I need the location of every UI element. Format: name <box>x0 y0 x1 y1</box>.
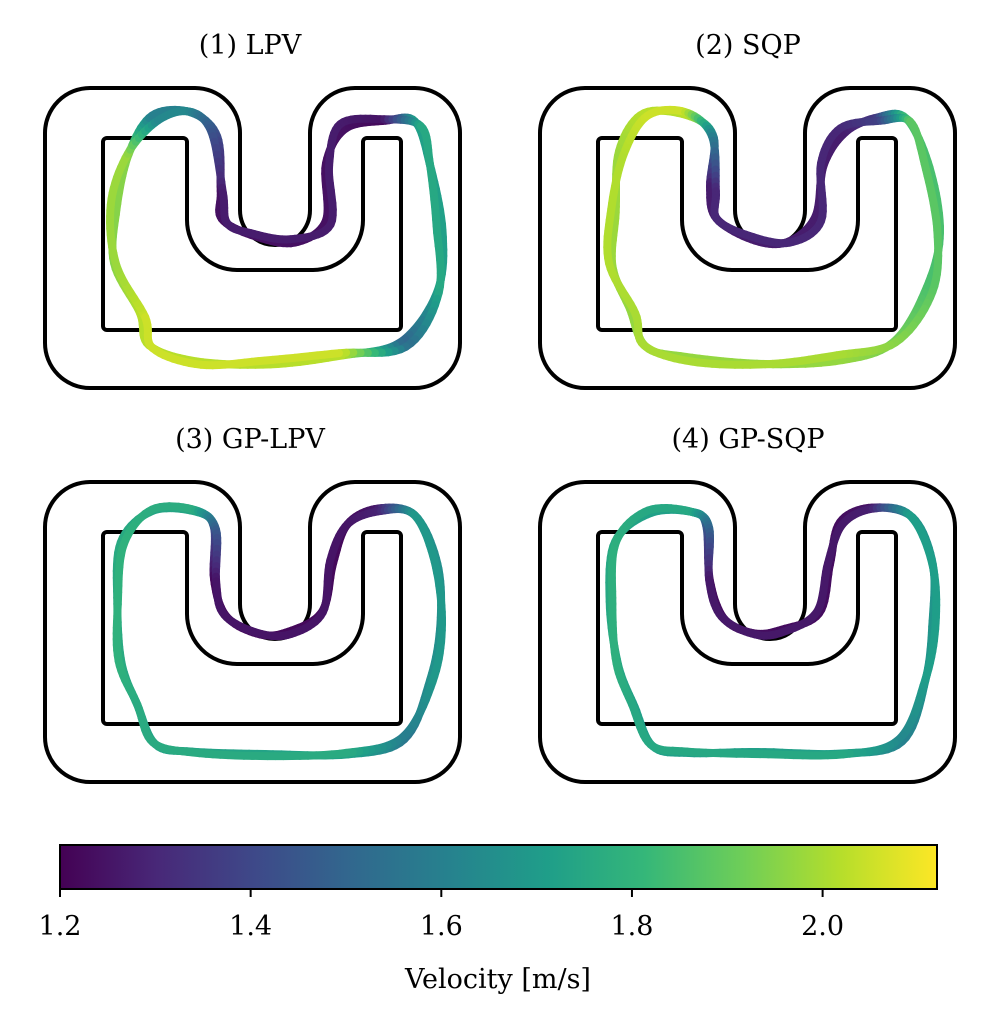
track-inner-boundary <box>101 136 403 332</box>
track-inner-boundary <box>596 136 898 332</box>
colorbar-ticks: 1.2 1.4 1.6 1.8 2.0 <box>39 889 844 942</box>
panel-lpv <box>43 86 462 390</box>
colorbar-tick-label: 2.0 <box>801 911 844 942</box>
panel-sqp <box>538 86 957 390</box>
colorbar-tick-label: 1.4 <box>229 911 272 942</box>
colorbar-tick-label: 1.2 <box>39 911 82 942</box>
panel-gp-sqp <box>538 480 957 784</box>
panel-title-2: (2) SQP <box>695 30 801 61</box>
trajectory-lap-1 <box>607 106 944 369</box>
trajectory-lap-2 <box>106 107 445 370</box>
panel-title-1: (1) LPV <box>199 30 302 61</box>
trajectory-lap-2 <box>112 502 446 761</box>
trajectory-segment <box>133 701 144 714</box>
trajectory-lap-1 <box>112 503 446 760</box>
trajectory-lap-1 <box>605 503 939 759</box>
colorbar <box>59 844 938 890</box>
track-outer-boundary <box>538 480 957 784</box>
trajectory-segment <box>631 309 641 322</box>
panel-gp-lpv <box>43 480 462 784</box>
track-outer-boundary <box>43 86 462 390</box>
trajectory-segment <box>628 700 638 713</box>
colorbar-tick-label: 1.6 <box>420 911 463 942</box>
panel-title-4: (4) GP-SQP <box>671 424 824 455</box>
track-inner-boundary <box>596 530 898 726</box>
trajectory-lap-2 <box>603 105 943 369</box>
track-inner-boundary <box>101 530 403 726</box>
colorbar-tick-label: 1.8 <box>610 911 653 942</box>
track-outer-boundary <box>538 86 957 390</box>
colorbar-label: Velocity [m/s] <box>404 964 591 995</box>
trajectory-segment <box>141 313 151 326</box>
track-outer-boundary <box>43 480 462 784</box>
panel-title-3: (3) GP-LPV <box>175 424 325 455</box>
trajectory-lap-2 <box>607 503 941 760</box>
